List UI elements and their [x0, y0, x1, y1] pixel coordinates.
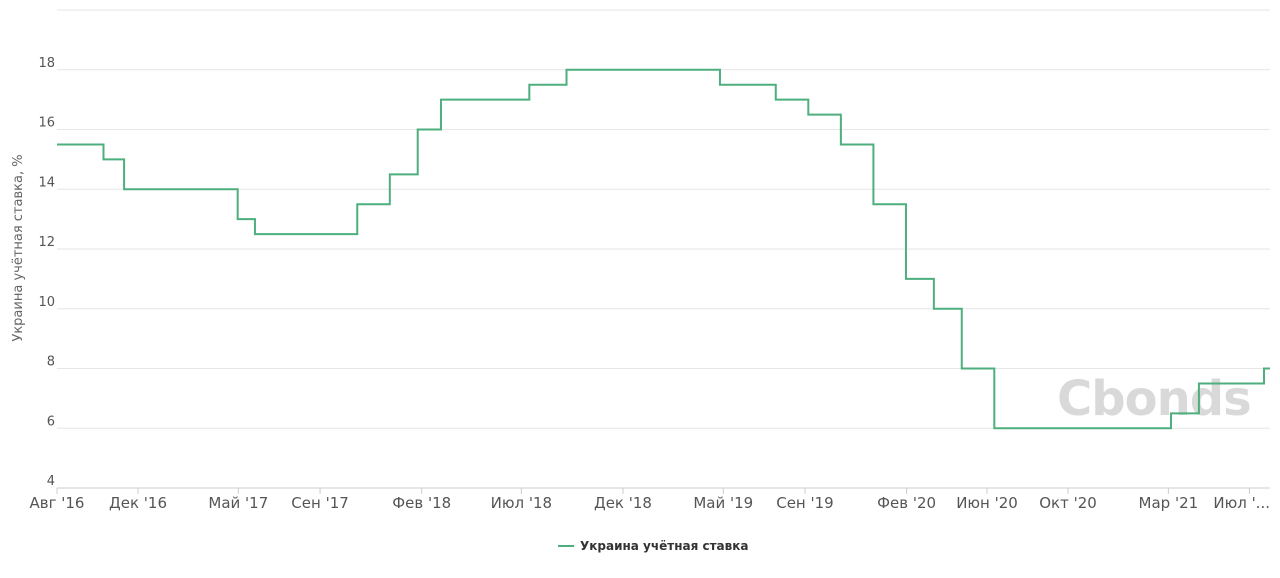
y-axis-label: Украина учётная ставка, %: [11, 154, 26, 341]
watermark-logo: Cbonds: [1057, 371, 1251, 427]
x-tick-label: Июн '20: [956, 494, 1018, 512]
y-tick-label: 18: [38, 56, 55, 71]
y-tick-label: 16: [38, 116, 55, 131]
y-tick-label: 8: [47, 355, 55, 370]
y-tick-label: 14: [38, 175, 55, 190]
x-tick-label: Июл '...: [1213, 494, 1270, 512]
y-axis-ticks: 4 6 8 10 12 14 16 18: [38, 56, 55, 489]
legend-label: Украина учётная ставка: [580, 539, 749, 553]
y-tick-label: 6: [47, 414, 55, 429]
x-tick-label: Сен '19: [776, 494, 834, 512]
x-tick-label: Июл '18: [491, 494, 552, 512]
x-tick-label: Фев '18: [392, 494, 451, 512]
x-tick-label: Окт '20: [1039, 494, 1097, 512]
x-tick-label: Дек '16: [109, 494, 167, 512]
y-tick-label: 4: [47, 474, 55, 489]
series-line-ukraine-rate[interactable]: [57, 68, 1270, 430]
x-tick-label: Май '19: [693, 494, 753, 512]
legend[interactable]: Украина учётная ставка: [558, 539, 749, 553]
grid-lines: [57, 9, 1270, 429]
x-tick-label: Дек '18: [594, 494, 652, 512]
x-tick-label: Авг '16: [30, 494, 85, 512]
x-tick-label: Май '17: [208, 494, 268, 512]
y-tick-label: 12: [38, 235, 55, 250]
x-tick-label: Сен '17: [291, 494, 349, 512]
x-axis-ticks: Авг '16 Дек '16 Май '17 Сен '17 Фев '18 Июл '…: [30, 488, 1270, 512]
x-tick-label: Мар '21: [1139, 494, 1199, 512]
y-tick-label: 10: [38, 295, 55, 310]
x-tick-label: Фев '20: [877, 494, 936, 512]
